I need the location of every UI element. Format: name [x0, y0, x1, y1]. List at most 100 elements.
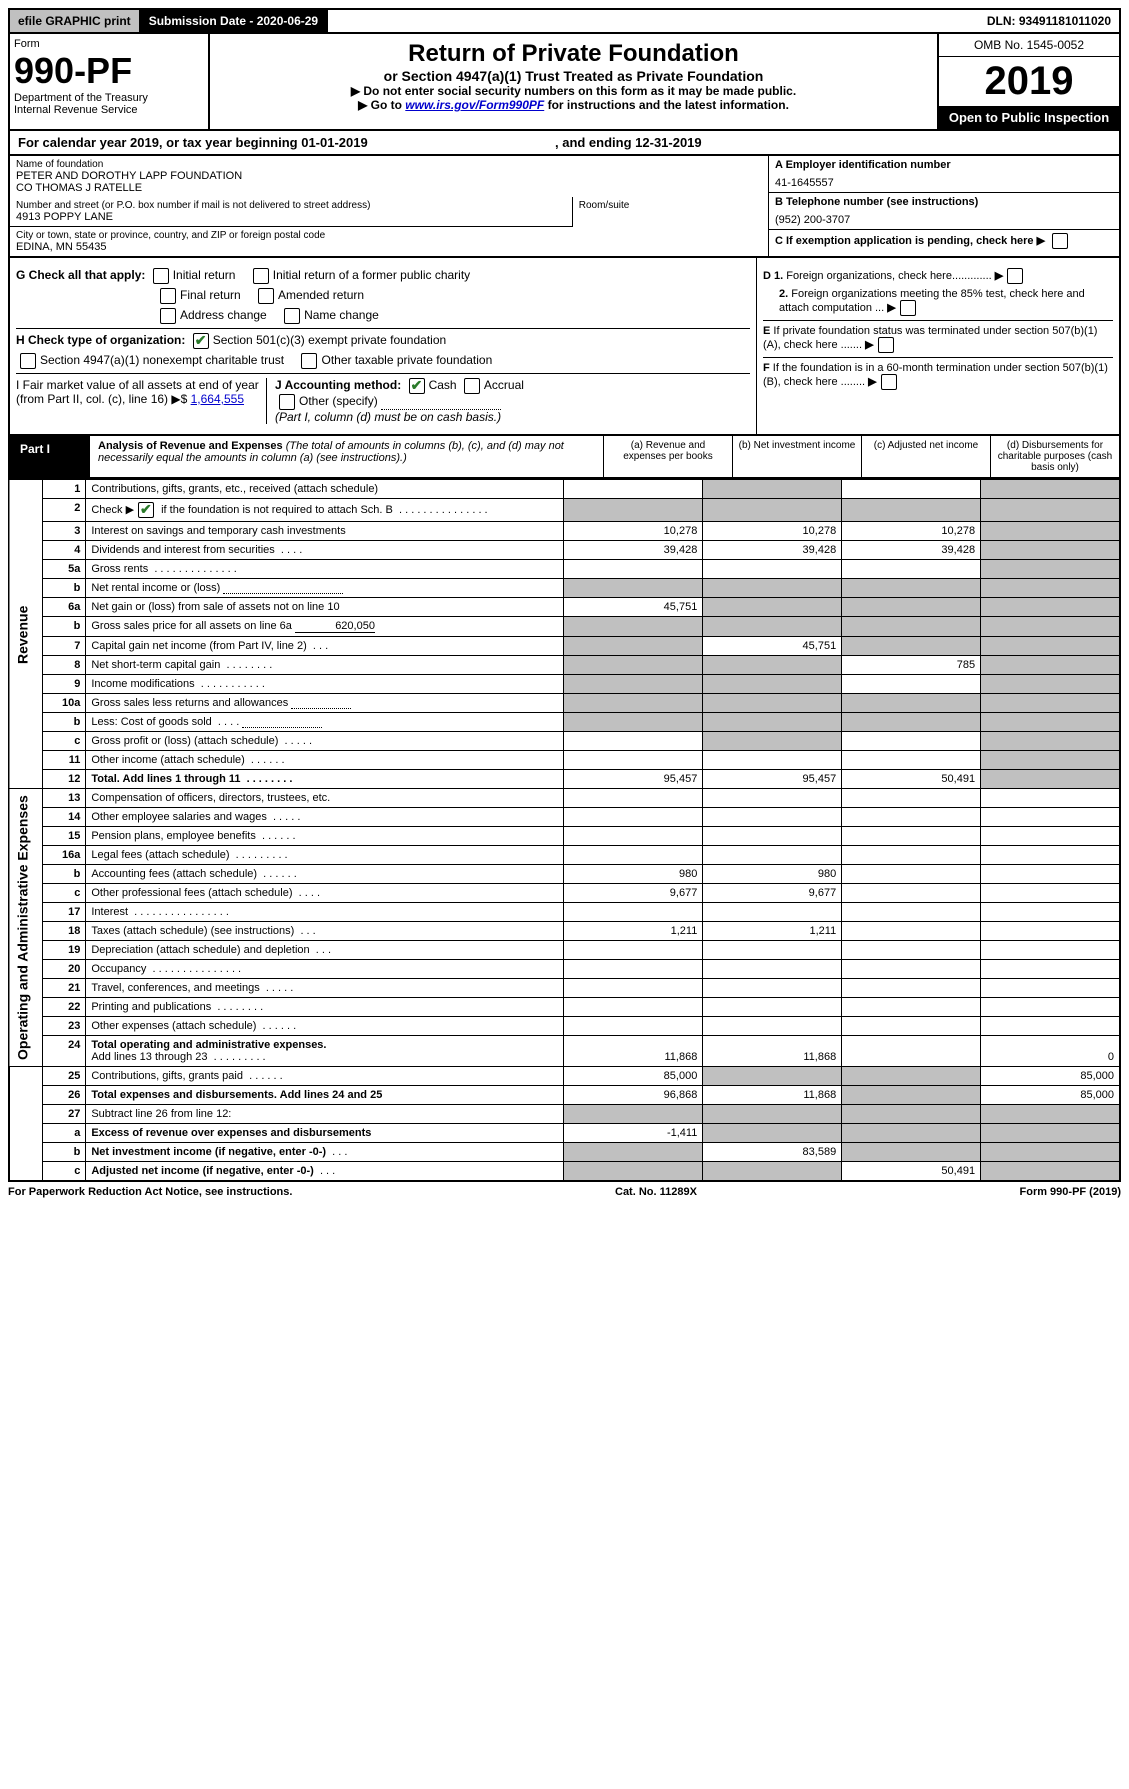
r18-a: 1,211 [564, 922, 703, 941]
g-amended-checkbox[interactable] [258, 288, 274, 304]
form-header: Form 990-PF Department of the Treasury I… [8, 34, 1121, 131]
irs-label: Internal Revenue Service [14, 104, 204, 116]
r3-a: 10,278 [564, 522, 703, 541]
open-public: Open to Public Inspection [939, 106, 1119, 129]
r18-b: 1,211 [703, 922, 842, 941]
part1-header: Part I Analysis of Revenue and Expenses … [8, 436, 1121, 479]
r26-b: 11,868 [703, 1086, 842, 1105]
city-state-zip: EDINA, MN 55435 [16, 241, 762, 253]
omb-number: OMB No. 1545-0052 [939, 34, 1119, 57]
r27b-b: 83,589 [703, 1143, 842, 1162]
col-c-header: (c) Adjusted net income [861, 436, 990, 477]
r12-b: 95,457 [703, 770, 842, 789]
arrow-icon: ▶ [1037, 235, 1045, 247]
efile-label: efile GRAPHIC print [10, 10, 141, 32]
instr-2: ▶ Go to www.irs.gov/Form990PF for instru… [216, 98, 931, 112]
dept-label: Department of the Treasury [14, 92, 204, 104]
r6a-a: 45,751 [564, 598, 703, 617]
tax-year: 2019 [939, 57, 1119, 106]
r27c-c: 50,491 [842, 1162, 981, 1182]
h-label: H Check type of organization: [16, 333, 185, 347]
f-label: If the foundation is in a 60-month termi… [763, 362, 1108, 388]
r4-b: 39,428 [703, 541, 842, 560]
r3-c: 10,278 [842, 522, 981, 541]
row-13-desc: Compensation of officers, directors, tru… [86, 789, 564, 808]
g-initial-checkbox[interactable] [153, 268, 169, 284]
r12-a: 95,457 [564, 770, 703, 789]
r7-b: 45,751 [703, 637, 842, 656]
row-1-desc: Contributions, gifts, grants, etc., rece… [86, 480, 564, 499]
footer-right: Form 990-PF (2019) [1020, 1186, 1121, 1198]
r12-c: 50,491 [842, 770, 981, 789]
r25-d: 85,000 [981, 1067, 1120, 1086]
d2-checkbox[interactable] [900, 300, 916, 316]
foundation-name-2: CO THOMAS J RATELLE [16, 182, 762, 194]
check-section: G Check all that apply: Initial return I… [8, 258, 1121, 436]
g-final-checkbox[interactable] [160, 288, 176, 304]
col-a-header: (a) Revenue and expenses per books [603, 436, 732, 477]
row-3-desc: Interest on savings and temporary cash i… [86, 522, 564, 541]
room-label: Room/suite [579, 200, 762, 211]
footer-left: For Paperwork Reduction Act Notice, see … [8, 1186, 292, 1198]
expenses-side-label: Operating and Administrative Expenses [9, 789, 42, 1067]
r24-b: 11,868 [703, 1036, 842, 1067]
row-26-desc: Total expenses and disbursements. Add li… [86, 1086, 564, 1105]
r26-d: 85,000 [981, 1086, 1120, 1105]
part1-label: Part I [10, 436, 90, 477]
row-27-desc: Subtract line 26 from line 12: [86, 1105, 564, 1124]
f-checkbox[interactable] [881, 374, 897, 390]
e-checkbox[interactable] [878, 337, 894, 353]
r16b-b: 980 [703, 865, 842, 884]
col-d-header: (d) Disbursements for charitable purpose… [990, 436, 1119, 477]
h-other-checkbox[interactable] [301, 353, 317, 369]
form-subtitle: or Section 4947(a)(1) Trust Treated as P… [216, 68, 931, 84]
top-bar: efile GRAPHIC print Submission Date - 20… [8, 8, 1121, 34]
g-address-checkbox[interactable] [160, 308, 176, 324]
address: 4913 POPPY LANE [16, 211, 566, 223]
r26-a: 96,868 [564, 1086, 703, 1105]
r16c-b: 9,677 [703, 884, 842, 903]
h-501c3-checkbox[interactable] [193, 333, 209, 349]
spacer [328, 10, 979, 32]
ein-label: A Employer identification number [775, 159, 1113, 171]
footer-mid: Cat. No. 11289X [615, 1186, 697, 1198]
g-name-checkbox[interactable] [284, 308, 300, 324]
row-6a-desc: Net gain or (loss) from sale of assets n… [86, 598, 564, 617]
d1-checkbox[interactable] [1007, 268, 1023, 284]
r4-c: 39,428 [842, 541, 981, 560]
r25-a: 85,000 [564, 1067, 703, 1086]
c-checkbox[interactable] [1052, 233, 1068, 249]
j-cash-checkbox[interactable] [409, 378, 425, 394]
h-4947-checkbox[interactable] [20, 353, 36, 369]
d1-label: Foreign organizations, check here.......… [786, 270, 991, 282]
footer: For Paperwork Reduction Act Notice, see … [8, 1182, 1121, 1202]
r24-d: 0 [981, 1036, 1120, 1067]
addr-label: Number and street (or P.O. box number if… [16, 200, 566, 211]
ein-value: 41-1645557 [775, 177, 1113, 189]
j-other-checkbox[interactable] [279, 394, 295, 410]
r8-c: 785 [842, 656, 981, 675]
r4-a: 39,428 [564, 541, 703, 560]
identity-block: Name of foundation PETER AND DOROTHY LAP… [8, 156, 1121, 258]
j-accrual-checkbox[interactable] [464, 378, 480, 394]
r2-checkbox[interactable] [138, 502, 154, 518]
c-label: C If exemption application is pending, c… [775, 235, 1034, 247]
irs-link[interactable]: www.irs.gov/Form990PF [405, 98, 544, 112]
d2-label: Foreign organizations meeting the 85% te… [779, 288, 1085, 314]
r6b-val: 620,050 [295, 620, 375, 633]
dln: DLN: 93491181011020 [979, 10, 1119, 32]
r3-b: 10,278 [703, 522, 842, 541]
row-27a-desc: Excess of revenue over expenses and disb… [86, 1124, 564, 1143]
g-initial-former-checkbox[interactable] [253, 268, 269, 284]
city-label: City or town, state or province, country… [16, 230, 762, 241]
part1-table: Revenue 1 Contributions, gifts, grants, … [8, 479, 1121, 1182]
r16b-a: 980 [564, 865, 703, 884]
r16c-a: 9,677 [564, 884, 703, 903]
part1-title: Analysis of Revenue and Expenses [98, 440, 283, 452]
col-b-header: (b) Net investment income [732, 436, 861, 477]
submission-date: Submission Date - 2020-06-29 [141, 10, 328, 32]
name-label: Name of foundation [16, 159, 762, 170]
cal-text-1: For calendar year 2019, or tax year begi… [18, 135, 368, 150]
i-value: 1,664,555 [191, 392, 244, 406]
j-label: J Accounting method: [275, 378, 401, 392]
